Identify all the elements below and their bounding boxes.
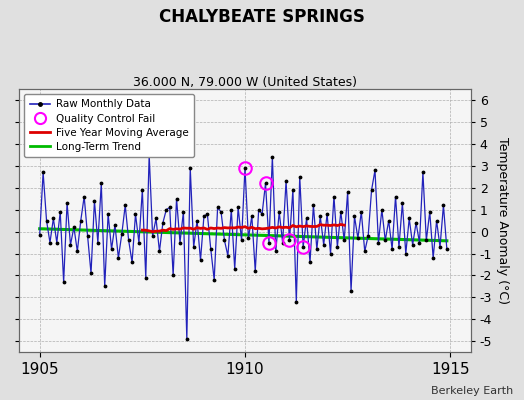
Text: Berkeley Earth: Berkeley Earth xyxy=(431,386,514,396)
Text: CHALYBEATE SPRINGS: CHALYBEATE SPRINGS xyxy=(159,8,365,26)
Legend: Raw Monthly Data, Quality Control Fail, Five Year Moving Average, Long-Term Tren: Raw Monthly Data, Quality Control Fail, … xyxy=(25,94,193,157)
Y-axis label: Temperature Anomaly (°C): Temperature Anomaly (°C) xyxy=(496,137,509,304)
Title: 36.000 N, 79.000 W (United States): 36.000 N, 79.000 W (United States) xyxy=(133,76,357,89)
